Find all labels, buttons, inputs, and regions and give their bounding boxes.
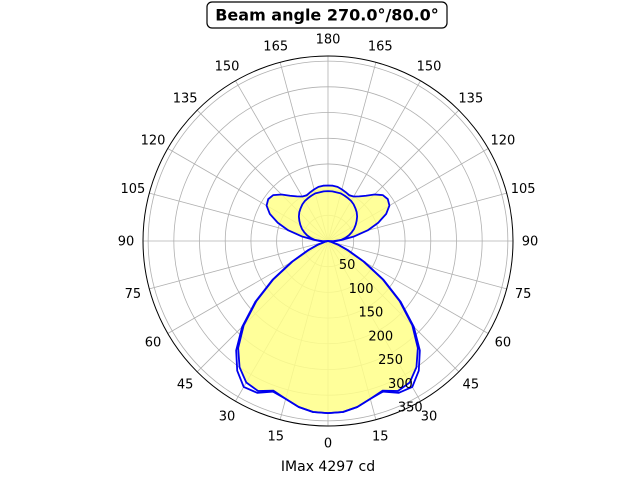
angle-tick-label: 135 [458,92,483,107]
angle-tick-label: 150 [215,60,240,75]
polar-frame [142,55,514,427]
angle-tick-label: 60 [495,336,512,351]
angle-tick-label: 105 [120,182,145,197]
intensity-curves [235,184,421,415]
angle-tick-labels: 180 1651501351201059075604530150153045607… [118,33,539,452]
angle-tick-label: 180 [316,33,341,48]
angle-tick-label: 15 [267,430,284,445]
x-axis-label: IMax 4297 cd [281,459,375,475]
angle-tick-label: 75 [515,287,532,302]
radial-tick-label: 150 [358,306,383,321]
angle-tick-label: 120 [141,134,166,149]
radial-tick-label: 50 [339,258,356,273]
angle-tick-label: 120 [491,134,516,149]
radial-tick-label: 250 [378,353,403,368]
radial-tick-label: 100 [349,282,374,297]
angle-tick-label: 135 [173,92,198,107]
radial-tick-label: 200 [368,329,393,344]
chart-title: Beam angle 270.0°/80.0° [206,1,448,29]
title-box [206,1,448,29]
angle-tick-label: 90 [522,235,539,250]
angle-tick-label: 45 [177,377,194,392]
angle-tick-label: 30 [219,409,236,424]
grid-spoke [149,240,329,290]
angle-tick-label: 165 [263,39,288,54]
angle-tick-label: 0 [324,437,332,452]
intensity-fill [238,185,418,414]
angle-tick-label: 15 [372,430,389,445]
radial-tick-label: 300 [388,377,413,392]
radial-tick-labels: 50 100 150 200 250 300 350 [339,258,423,415]
angle-tick-label: 60 [145,336,162,351]
radial-tick-label: 350 [398,401,423,416]
title-text: Beam angle 270.0°/80.0° [215,6,439,25]
intensity-curve-3 [297,190,359,243]
angle-tick-label: 105 [511,182,536,197]
angle-tick-label: 45 [463,377,480,392]
angle-tick-label: 30 [421,409,438,424]
angle-tick-label: 90 [118,235,135,250]
grid-spoke [327,240,507,290]
angle-tick-label: 150 [417,60,442,75]
angle-tick-label: 165 [368,39,393,54]
angle-tick-label: 75 [125,287,142,302]
